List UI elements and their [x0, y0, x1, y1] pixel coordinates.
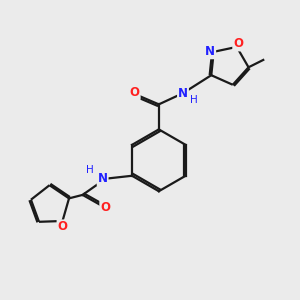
Text: H: H [190, 94, 198, 105]
Text: N: N [205, 45, 215, 58]
Text: O: O [58, 220, 68, 233]
Text: O: O [130, 86, 140, 99]
Text: N: N [98, 172, 108, 185]
Text: O: O [233, 38, 243, 50]
Text: N: N [178, 87, 188, 100]
Text: H: H [86, 166, 94, 176]
Text: O: O [100, 201, 110, 214]
